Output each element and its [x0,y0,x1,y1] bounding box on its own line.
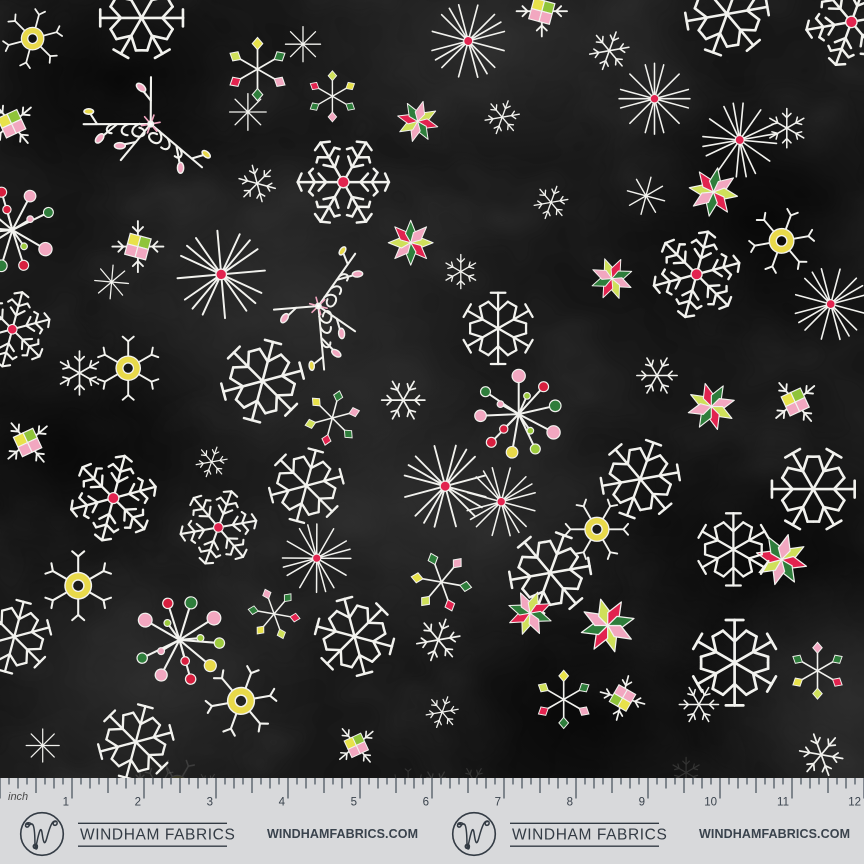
svg-text:WINDHAM FABRICS: WINDHAM FABRICS [80,827,235,844]
svg-text:3: 3 [207,797,213,809]
svg-text:9: 9 [639,797,645,809]
svg-text:WINDHAM FABRICS: WINDHAM FABRICS [512,827,667,844]
svg-text:10: 10 [704,797,717,809]
svg-text:WINDHAMFABRICS.COM: WINDHAMFABRICS.COM [267,827,418,841]
svg-text:11: 11 [777,797,789,809]
svg-text:4: 4 [279,797,286,809]
svg-text:12: 12 [848,797,861,809]
svg-text:8: 8 [567,797,573,809]
svg-text:inch: inch [8,791,28,803]
svg-text:5: 5 [351,797,357,809]
svg-text:1: 1 [63,797,69,809]
svg-text:6: 6 [423,797,429,809]
svg-text:WINDHAMFABRICS.COM: WINDHAMFABRICS.COM [699,827,850,841]
svg-text:2: 2 [135,797,141,809]
svg-text:7: 7 [495,797,501,809]
